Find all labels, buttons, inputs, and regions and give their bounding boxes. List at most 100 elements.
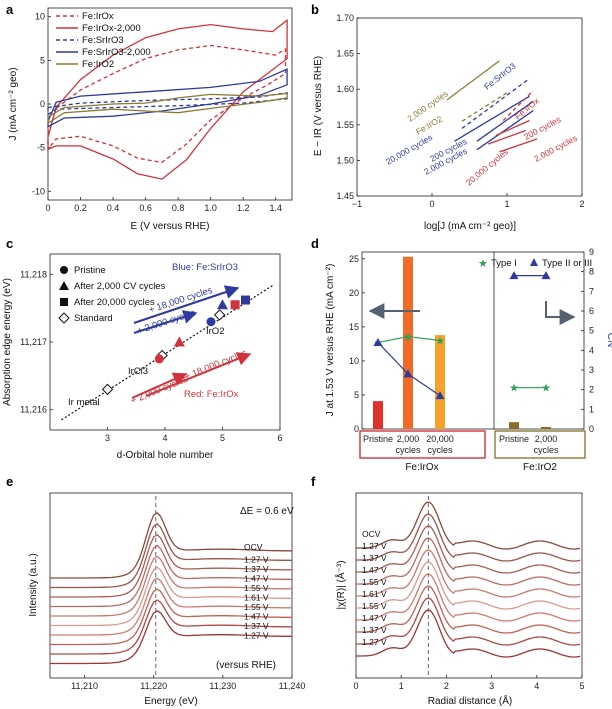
- panel-c-blue-title: Blue: Fe:SrIrO3: [172, 262, 238, 273]
- panel-a-xtick-label: 1.0: [204, 203, 217, 213]
- panel-e-label: 1.47 V: [244, 574, 269, 584]
- panel-d-ylabel: J at 1.53 V versus RHE (mA cm⁻²): [325, 264, 336, 417]
- panel-f-label: 1.37 V: [362, 553, 387, 563]
- panel-a-legend-label: Fe:IrO2: [82, 59, 114, 70]
- panel-f-spectrum-5: [356, 561, 581, 610]
- panel-e-spectrum-7: [50, 588, 292, 646]
- panel-e-xtick-label: 11,240: [279, 681, 306, 691]
- panel-d-ytick-label: 0: [354, 424, 359, 434]
- panel-e-spectrum-4: [50, 555, 292, 617]
- panel-e-spectrum-0: [50, 512, 292, 579]
- panel-d-bar: [373, 401, 383, 429]
- panel-c-point: [101, 383, 114, 396]
- panel-d-category-label: 20,000: [426, 434, 454, 444]
- panel-d-legend-label: Type II or III: [542, 258, 592, 269]
- panel-d-ytick-label: 25: [349, 254, 359, 264]
- panel-b-series-line-1: [461, 92, 508, 122]
- panel-e-spectrum-6: [50, 577, 292, 636]
- panel-d-category-label: 2,000: [535, 434, 558, 444]
- panel-a-xtick-label: 0.2: [74, 203, 87, 213]
- panel-d-group-label: Fe:IrO2: [523, 462, 557, 473]
- panel-label-e: e: [6, 474, 13, 489]
- panel-e-spectrum-9: [50, 610, 292, 665]
- panel-f-ticks: 0 1 2 3 4 5: [353, 675, 585, 691]
- panel-a-legend-label: Fe:SrIrO3: [82, 35, 124, 46]
- panel-d-group-box-irox: [359, 430, 486, 459]
- panel-c-arrow-blue-1: [133, 285, 240, 324]
- panel-f-spectrum-7: [356, 585, 581, 634]
- panel-label-c: c: [6, 236, 13, 251]
- panel-f-label: OCV: [362, 529, 381, 539]
- panel-e-xtick-label: 11,230: [209, 681, 236, 691]
- panel-a-series: [47, 18, 288, 180]
- panel-f-xtick-label: 0: [353, 681, 358, 691]
- panel-a-xlabel: E (V versus RHE): [131, 221, 210, 232]
- panel-f-spectrum-9: [356, 609, 581, 658]
- panel-b-annotation: 20,000 cycles: [464, 146, 510, 187]
- panel-a: 0 0.2 0.4 0.6 0.8 1.0 1.2 1.4 10 5 0 -5 -10 E (V ver…: [8, 7, 293, 232]
- panel-a-ytick-label: -10: [32, 186, 45, 196]
- panel-a-xtick-label: 0.4: [107, 203, 120, 213]
- panel-a-ytick-label: -5: [37, 143, 45, 153]
- panel-d-right-ytick-label: 9: [589, 247, 594, 257]
- panel-c-legend-marker: [60, 298, 68, 306]
- panel-a-legend-label: Fe:IrOx: [82, 11, 114, 22]
- panel-a-ticks: 0 0.2 0.4 0.6 0.8 1.0 1.2 1.4 10 5 0 -5 -10: [32, 12, 282, 213]
- panel-d-ytick-label: 5: [354, 390, 359, 400]
- panel-b-ytick-label: 1.50: [336, 155, 354, 165]
- panel-e-label: 1.47 V: [244, 612, 269, 622]
- panel-c-point: [217, 299, 228, 310]
- panel-a-xtick-label: 1.2: [237, 203, 250, 213]
- panel-f-label: 1.27 V: [362, 637, 387, 647]
- panel-label-f: f: [311, 474, 316, 489]
- panel-d-cn-type2-point: [435, 391, 445, 400]
- panel-f-spectrum-0: [356, 501, 581, 550]
- panel-d-bar: [403, 256, 413, 429]
- panel-d-category-label: Pristine: [499, 434, 529, 444]
- panel-f: OCV 1.27 V 1.37 V 1.47 V 1.55 V 1.61 V 1.55 V 1…: [334, 492, 585, 707]
- panel-f-xtick-label: 1: [399, 681, 404, 691]
- panel-d-category-label: cycles: [427, 445, 453, 455]
- panel-e-spectrum-5: [50, 566, 292, 627]
- panel-c-legend-label: After 2,000 CV cycles: [74, 281, 166, 292]
- panel-e-spectrum-1: [50, 522, 292, 589]
- panel-c-legend: Pristine After 2,000 CV cycles After 20,00…: [58, 265, 166, 324]
- panel-e-footer: (versus RHE): [216, 660, 276, 671]
- panel-d-cn-type2-point: [373, 337, 383, 346]
- panel-label-b: b: [311, 2, 319, 17]
- panel-b-annotation: 20,000 cycles: [384, 132, 434, 167]
- panel-b-ytick-label: 1.45: [336, 191, 354, 201]
- panel-b-annotation: Fe:SrIrO3: [482, 61, 518, 92]
- panel-d-cn-type2-point: [403, 369, 413, 378]
- panel-b-ytick-label: 1.65: [336, 49, 354, 59]
- panel-e-label: OCV: [244, 542, 263, 552]
- panel-a-legend: Fe:IrOxFe:IrOx-2,000Fe:SrIrO3Fe:SrIrO3-2…: [56, 11, 151, 70]
- panel-d-legend-marker: ★: [478, 258, 488, 270]
- panel-c-ytick-label: 11,217: [20, 337, 47, 347]
- panel-d-group-label: Fe:IrOx: [405, 462, 438, 473]
- panel-b-annotation: 200 cycles: [522, 114, 562, 142]
- panel-d-cn-type2-point: [541, 271, 551, 280]
- panel-d-ytick-label: 20: [349, 288, 359, 298]
- panel-c-std-label: IrCl3: [128, 366, 148, 377]
- panel-d-frame: [361, 251, 585, 430]
- panel-d-cn-type1-point: ★: [435, 336, 445, 348]
- panel-c-arrow-label-3: + 18,000 cycles: [183, 348, 249, 383]
- panel-c-legend-label: Standard: [74, 313, 113, 324]
- panel-c: 3 4 5 6 11,218 11,217 11,216 + 18,000 cycles+ …: [2, 253, 283, 461]
- panel-a-series-line-1: [47, 18, 288, 180]
- panel-a-xtick-label: 0.6: [139, 203, 152, 213]
- panel-d-right-ytick-label: 2: [589, 385, 594, 395]
- panel-d-ticks: 0 5 10 15 20 25 0 1 2 3 4 5 6 7 8 9: [349, 247, 594, 434]
- panel-c-ylabel: Absorption edge energy (eV): [2, 278, 13, 406]
- panel-c-ytick-label: 11,216: [20, 405, 47, 415]
- panel-c-point: [154, 354, 164, 364]
- panel-a-ytick-label: 5: [40, 55, 45, 65]
- panel-e-xlabel: Energy (eV): [144, 696, 197, 707]
- panel-e-label: 1.27 V: [244, 631, 269, 641]
- panel-b-ytick-label: 1.70: [336, 13, 354, 23]
- panel-e-xtick-label: 11,220: [140, 681, 167, 691]
- panel-e-label: 1.27 V: [244, 555, 269, 565]
